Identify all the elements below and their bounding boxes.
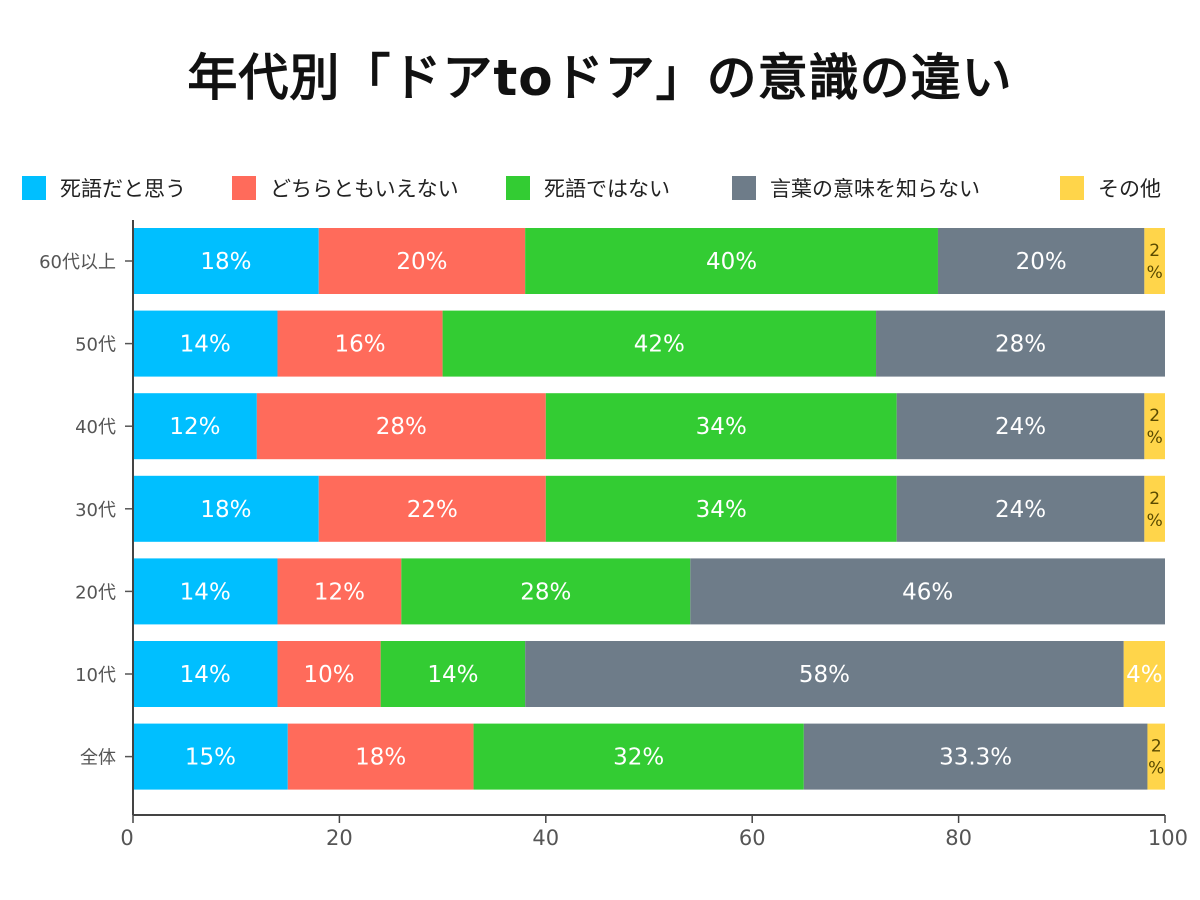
legend-item: 死語だと思う [22, 168, 186, 208]
bar-segment [473, 723, 804, 790]
data-label: 18% [200, 497, 251, 523]
bar-segment [380, 641, 526, 707]
bar-segment [803, 723, 1148, 790]
legend-swatch [232, 176, 256, 200]
bar-segment [1144, 228, 1165, 294]
legend-swatch [22, 176, 46, 200]
legend-swatch [732, 176, 756, 200]
data-label: 24% [995, 497, 1046, 523]
bar-segment [896, 393, 1145, 460]
data-label: 18% [355, 745, 406, 771]
data-label: 14% [180, 662, 231, 688]
data-label: 10% [304, 662, 355, 688]
bar-segment [937, 228, 1145, 294]
category-label: 全体 [80, 748, 116, 769]
data-label: 2% [1147, 406, 1163, 448]
legend-label: その他 [1098, 177, 1161, 201]
data-label: 20% [1016, 249, 1067, 275]
bar-segment [876, 310, 1165, 377]
bar-segment [133, 723, 288, 790]
bar-segment [133, 475, 319, 542]
bar-segment [277, 310, 443, 377]
bar-segment [318, 228, 526, 294]
data-label: 4% [1126, 662, 1163, 688]
x-tick-label: 0 [120, 826, 133, 850]
bar-segment [133, 641, 278, 707]
bar-segment [277, 558, 402, 625]
data-label: 14% [180, 332, 231, 358]
data-label: 46% [902, 579, 953, 605]
legend-label: 言葉の意味を知らない [770, 177, 980, 201]
data-label: 42% [634, 332, 685, 358]
x-tick-label: 20 [326, 826, 353, 850]
bar-segment [545, 393, 897, 460]
data-label: 12% [314, 579, 365, 605]
x-tick-label: 80 [945, 826, 972, 850]
category-label: 30代 [75, 500, 116, 521]
category-label: 60代以上 [39, 252, 116, 273]
chart-title: 年代別「ドアtoドア」の意識の違い [187, 49, 1013, 107]
bar-segment [690, 558, 1165, 625]
data-label: 18% [200, 249, 251, 275]
legend-label: 死語ではない [544, 177, 670, 201]
data-label: 24% [995, 414, 1046, 440]
data-label: 14% [427, 662, 478, 688]
legend-label: 死語だと思う [60, 177, 186, 201]
legend-item: その他 [1060, 168, 1161, 208]
data-label: 28% [520, 579, 571, 605]
legend-item: どちらともいえない [232, 168, 459, 208]
bar-segment [133, 393, 257, 460]
data-label: 2% [1147, 241, 1163, 283]
legend-label: どちらともいえない [270, 177, 459, 201]
category-label: 10代 [75, 665, 116, 686]
data-label: 28% [376, 414, 427, 440]
bar-segment [133, 558, 278, 625]
bar-segment [287, 723, 474, 790]
bar-segment [442, 310, 877, 377]
bar-segment [1147, 723, 1165, 790]
bar-segment [133, 228, 319, 294]
data-label: 22% [407, 497, 458, 523]
data-label: 34% [696, 414, 747, 440]
bar-segment [1144, 475, 1165, 542]
bar-segment [318, 475, 546, 542]
category-label: 40代 [75, 417, 116, 438]
bar-segment [1123, 641, 1165, 707]
data-label: 15% [185, 745, 236, 771]
data-label: 34% [696, 497, 747, 523]
data-label: 12% [169, 414, 220, 440]
bar-segment [256, 393, 546, 460]
legend-swatch [506, 176, 530, 200]
data-label: 14% [180, 579, 231, 605]
data-label: 20% [396, 249, 447, 275]
x-tick-label: 100 [1148, 826, 1188, 850]
bar-segment [525, 228, 938, 294]
data-label: 2% [1147, 489, 1163, 531]
bar-segment [133, 310, 278, 377]
bar-segment [525, 641, 1124, 707]
data-label: 40% [706, 249, 757, 275]
data-label: 33.3% [939, 745, 1012, 771]
bar-segment [545, 475, 897, 542]
data-label: 32% [613, 745, 664, 771]
data-label: 2% [1148, 737, 1164, 779]
legend-swatch [1060, 176, 1084, 200]
data-label: 16% [334, 332, 385, 358]
data-label: 58% [799, 662, 850, 688]
bar-segment [896, 475, 1145, 542]
category-label: 20代 [75, 582, 116, 603]
category-label: 50代 [75, 335, 116, 356]
bar-segment [277, 641, 381, 707]
bar-segment [401, 558, 691, 625]
legend-item: 死語ではない [506, 168, 670, 208]
legend-item: 言葉の意味を知らない [732, 168, 980, 208]
data-label: 28% [995, 332, 1046, 358]
x-tick-label: 40 [532, 826, 559, 850]
x-tick-label: 60 [739, 826, 766, 850]
chart-legend: 死語だと思う どちらともいえない 死語ではない 言葉の意味を知らない その他 [22, 168, 1182, 208]
bar-segment [1144, 393, 1165, 460]
